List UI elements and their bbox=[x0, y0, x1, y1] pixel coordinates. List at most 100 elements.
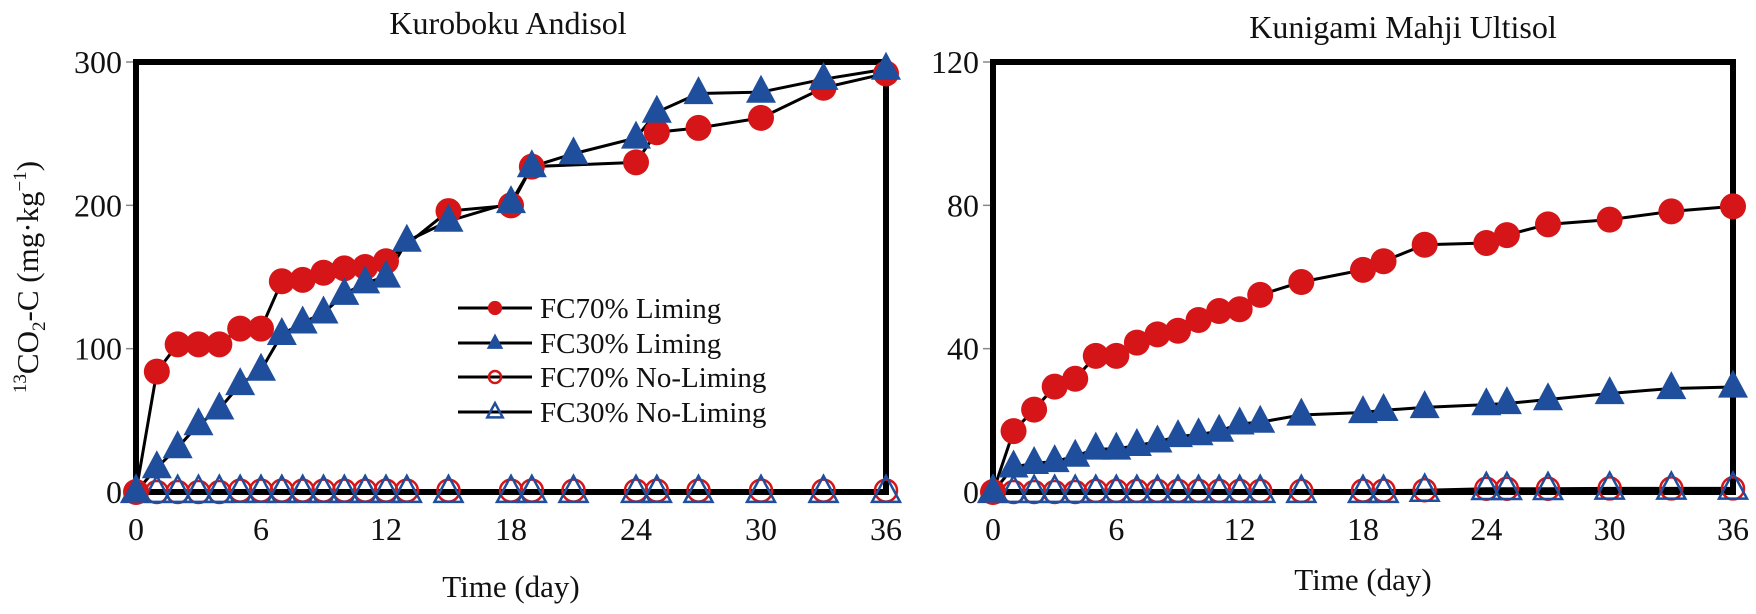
x-tick-label: 30 bbox=[745, 511, 777, 547]
data-point bbox=[391, 223, 422, 252]
x-tick-label: 12 bbox=[1224, 511, 1256, 547]
data-point bbox=[1000, 418, 1027, 445]
axis-ticks: 0 40 80 120 0 6 12 18 24 30 36 bbox=[931, 44, 1749, 547]
series-line-fc30-liming bbox=[134, 67, 887, 493]
data-point bbox=[1223, 473, 1256, 504]
data-point bbox=[1471, 387, 1502, 416]
data-point bbox=[1100, 473, 1133, 504]
data-point bbox=[248, 315, 274, 342]
x-tick-label: 36 bbox=[1717, 511, 1749, 547]
data-point bbox=[265, 473, 298, 504]
data-point bbox=[1288, 269, 1315, 296]
data-point bbox=[203, 473, 236, 504]
data-point bbox=[182, 473, 215, 504]
legend-item-fc30-liming: FC30% Liming bbox=[458, 328, 721, 360]
data-point bbox=[206, 331, 233, 358]
y-tick-label: 40 bbox=[947, 331, 979, 367]
data-point bbox=[227, 315, 254, 342]
data-point bbox=[1348, 395, 1378, 424]
data-point bbox=[1182, 473, 1215, 504]
plot-area bbox=[119, 51, 903, 505]
data-point bbox=[1408, 472, 1441, 503]
data-point bbox=[185, 331, 212, 358]
data-point bbox=[1185, 307, 1212, 333]
data-point bbox=[1594, 376, 1625, 405]
data-point bbox=[1658, 198, 1685, 225]
y-tick-label: 200 bbox=[74, 187, 122, 223]
data-point bbox=[1204, 413, 1235, 442]
data-point bbox=[997, 473, 1030, 504]
data-point bbox=[390, 473, 423, 504]
data-point bbox=[246, 352, 276, 381]
data-point bbox=[1535, 211, 1561, 238]
plot-frame bbox=[133, 59, 889, 495]
legend-marker-triangle-filled-icon bbox=[486, 333, 504, 349]
data-point bbox=[1103, 342, 1130, 369]
y-tick-label: 300 bbox=[74, 44, 122, 80]
data-point bbox=[1206, 298, 1233, 325]
legend-item-fc30-no-liming: FC30% No-Liming bbox=[458, 397, 766, 429]
data-point bbox=[744, 473, 778, 504]
data-point bbox=[1593, 470, 1626, 500]
series-fc70-liming bbox=[123, 60, 899, 505]
data-point bbox=[1716, 470, 1750, 500]
data-point bbox=[1346, 473, 1380, 504]
plot-frame bbox=[990, 59, 1736, 495]
data-point bbox=[1368, 392, 1399, 421]
data-point bbox=[641, 94, 672, 123]
data-point bbox=[869, 473, 903, 504]
data-point bbox=[1163, 419, 1193, 448]
data-point bbox=[307, 473, 340, 504]
data-point bbox=[143, 358, 170, 385]
data-point bbox=[224, 473, 257, 504]
x-tick-label: 6 bbox=[1108, 511, 1124, 547]
data-point bbox=[266, 316, 297, 345]
y-label-end: ) bbox=[10, 161, 45, 171]
data-point bbox=[515, 473, 548, 504]
data-point bbox=[140, 473, 173, 504]
data-point bbox=[807, 473, 840, 504]
x-tick-label: 0 bbox=[985, 511, 1001, 547]
data-point bbox=[1161, 473, 1195, 504]
data-point bbox=[331, 255, 358, 282]
data-point bbox=[1018, 473, 1051, 504]
data-point bbox=[1531, 470, 1565, 501]
data-point bbox=[683, 76, 714, 105]
data-point bbox=[1123, 329, 1150, 356]
data-point bbox=[1656, 371, 1687, 400]
data-point bbox=[1038, 473, 1071, 504]
data-point bbox=[141, 450, 172, 479]
data-point bbox=[1144, 321, 1171, 348]
x-axis-label: Time (day) bbox=[442, 569, 580, 604]
series-fc30-no-liming bbox=[976, 470, 1750, 504]
legend-label: FC30% No-Liming bbox=[540, 397, 766, 429]
data-point bbox=[871, 51, 901, 80]
legend-label: FC70% Liming bbox=[540, 293, 721, 325]
data-point bbox=[619, 473, 653, 504]
data-point bbox=[1082, 342, 1109, 369]
plot-area bbox=[976, 59, 1750, 505]
data-point bbox=[1059, 473, 1092, 504]
y-tick-label: 80 bbox=[947, 187, 979, 223]
data-point bbox=[1224, 406, 1255, 435]
data-point bbox=[1244, 473, 1277, 504]
data-point bbox=[808, 61, 839, 90]
data-point bbox=[1491, 386, 1522, 415]
data-point bbox=[183, 407, 214, 436]
data-point bbox=[310, 259, 337, 286]
data-point bbox=[1021, 396, 1048, 423]
data-point bbox=[162, 430, 193, 459]
data-point bbox=[1041, 373, 1068, 400]
x-tick-label: 24 bbox=[1470, 511, 1502, 547]
data-point bbox=[1079, 473, 1112, 504]
data-point bbox=[558, 136, 589, 165]
data-point bbox=[268, 268, 295, 295]
data-point bbox=[204, 391, 235, 420]
series-fc30-liming bbox=[978, 369, 1748, 503]
data-point bbox=[1718, 369, 1748, 398]
data-point bbox=[621, 120, 651, 149]
legend-item-fc70-no-liming: FC70% No-Liming bbox=[458, 362, 766, 394]
data-point bbox=[1655, 470, 1688, 500]
